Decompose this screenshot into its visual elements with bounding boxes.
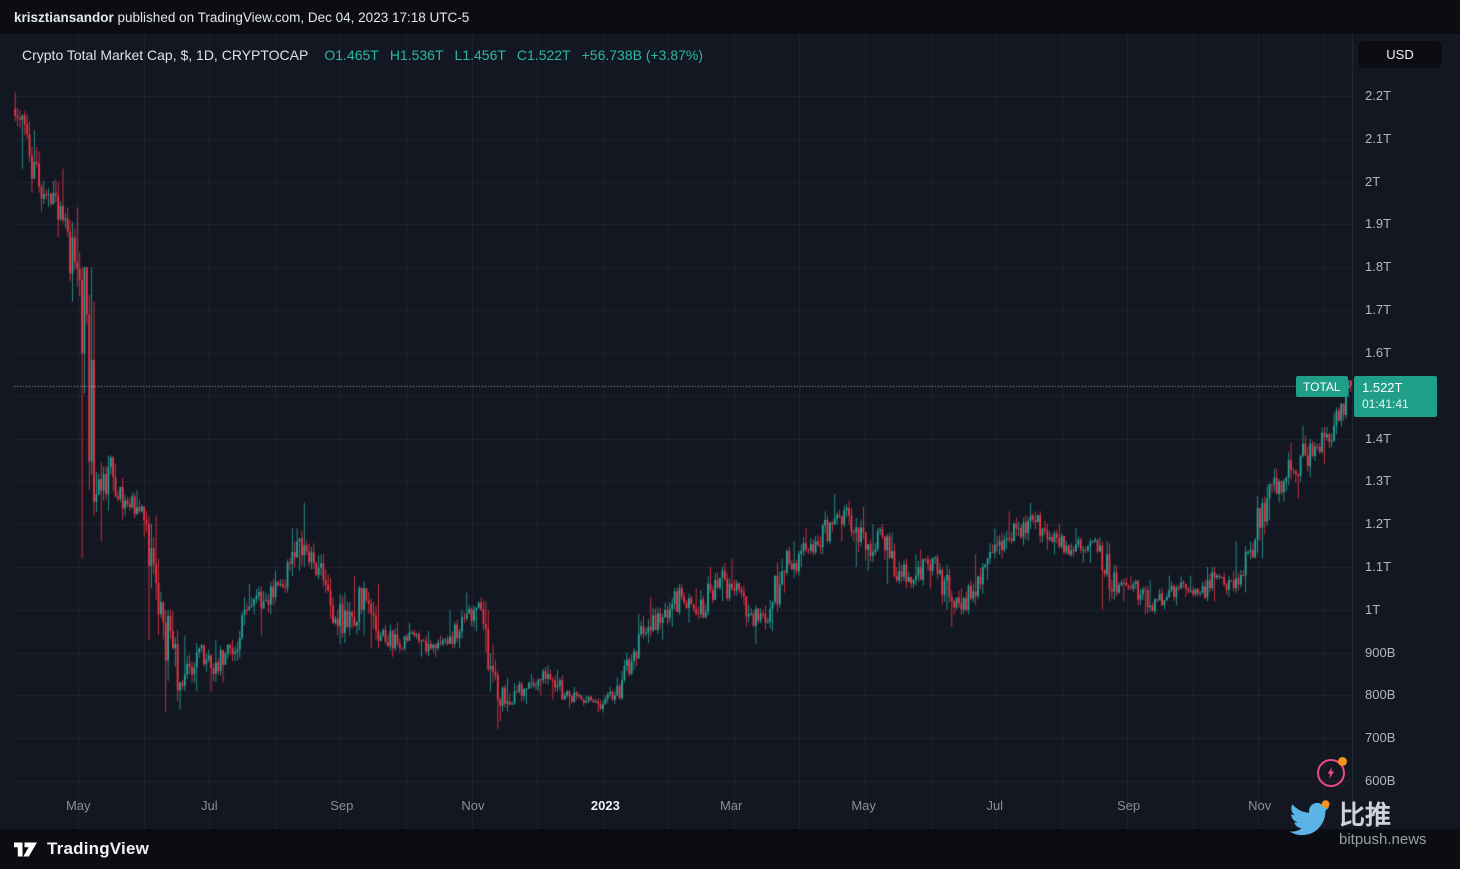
price-axis-label: 1.6T <box>1365 344 1392 360</box>
price-axis-label: 800B <box>1365 687 1396 703</box>
price-axis-label: 2.1T <box>1365 130 1392 146</box>
price-axis-label: 1.1T <box>1365 558 1392 574</box>
bitpush-watermark: 比推 bitpush.news <box>1288 798 1427 849</box>
total-price-line-label: TOTAL <box>1296 376 1348 397</box>
price-axis[interactable]: 2.2T 2.1T 2T 1.9T 1.8T 1.7T 1.6T 1.4T 1.3T 1.2T 1.… <box>1353 34 1460 829</box>
price-axis-label: 1.3T <box>1365 473 1392 489</box>
time-axis-label: Jul <box>201 798 218 813</box>
notification-dot <box>1338 757 1347 766</box>
price-axis-label: 1.9T <box>1365 216 1392 232</box>
tradingview-wordmark[interactable]: TradingView <box>47 839 150 858</box>
time-axis[interactable]: May Jul Sep Nov 2023 Mar May Jul Sep Nov <box>0 798 1352 820</box>
time-axis-label: Mar <box>719 798 743 813</box>
price-axis-label: 1.2T <box>1365 516 1392 532</box>
footer-bar: TradingView <box>0 829 1460 869</box>
time-axis-label: Nov <box>461 798 485 813</box>
time-axis-label: 2023 <box>590 798 620 813</box>
candlestick-chart[interactable] <box>14 34 1352 829</box>
price-axis-label: 1.8T <box>1365 259 1392 275</box>
publish-info: published on TradingView.com, Dec 04, 20… <box>113 9 470 25</box>
price-axis-label: 2T <box>1365 173 1381 189</box>
time-axis-label: Jul <box>986 798 1004 813</box>
price-axis-label: 1T <box>1365 601 1381 617</box>
time-axis-label: May <box>851 798 876 813</box>
bitpush-name-cn: 比推 <box>1339 800 1392 830</box>
price-axis-label: 1.7T <box>1365 302 1392 318</box>
lightning-bolt-icon <box>1327 767 1335 779</box>
attribution-bar: krisztiansandor published on TradingView… <box>0 0 1460 34</box>
time-axis-label: Sep <box>330 798 354 813</box>
ohlc-values: O1.465T H1.536T L1.456T C1.522T +56.738B… <box>324 47 703 63</box>
last-price-value: 1.522T <box>1362 380 1403 395</box>
flash-icon[interactable] <box>1317 757 1347 787</box>
time-axis-label: May <box>65 798 91 813</box>
currency-button[interactable]: USD <box>1357 40 1443 69</box>
price-axis-separator <box>1352 34 1353 829</box>
time-axis-label: Sep <box>1116 798 1141 813</box>
price-axis-label: 600B <box>1365 773 1396 788</box>
chart-area: 2.2T 2.1T 2T 1.9T 1.8T 1.7T 1.6T 1.4T 1.3T 1.2T 1.… <box>0 34 1460 829</box>
price-axis-label: 2.2T <box>1365 88 1392 103</box>
ohlc-open: O1.465T <box>324 47 379 63</box>
ohlc-high: H1.536T <box>389 47 444 63</box>
bitpush-bird-icon <box>1289 800 1330 836</box>
publisher-username: krisztiansandor <box>14 9 114 25</box>
symbol-title[interactable]: Crypto Total Market Cap, $, 1D, CRYPTOCA… <box>22 47 309 63</box>
last-price-tag: 1.522T 01:41:41 <box>1354 376 1437 417</box>
tradingview-logo-icon[interactable] <box>14 842 38 857</box>
bitpush-site: bitpush.news <box>1339 831 1427 848</box>
ohlc-close: C1.522T <box>516 47 571 63</box>
ohlc-change: +56.738B (+3.87%) <box>581 47 704 63</box>
price-axis-label: 1.4T <box>1365 430 1392 446</box>
time-axis-label: Nov <box>1248 798 1272 813</box>
price-axis-label: 900B <box>1365 644 1396 660</box>
bar-countdown: 01:41:41 <box>1362 397 1409 411</box>
symbol-header: Crypto Total Market Cap, $, 1D, CRYPTOCA… <box>22 47 703 63</box>
ohlc-low: L1.456T <box>454 47 506 63</box>
price-axis-label: 700B <box>1365 730 1396 746</box>
bitpush-text: 比推 bitpush.news <box>1339 798 1427 849</box>
